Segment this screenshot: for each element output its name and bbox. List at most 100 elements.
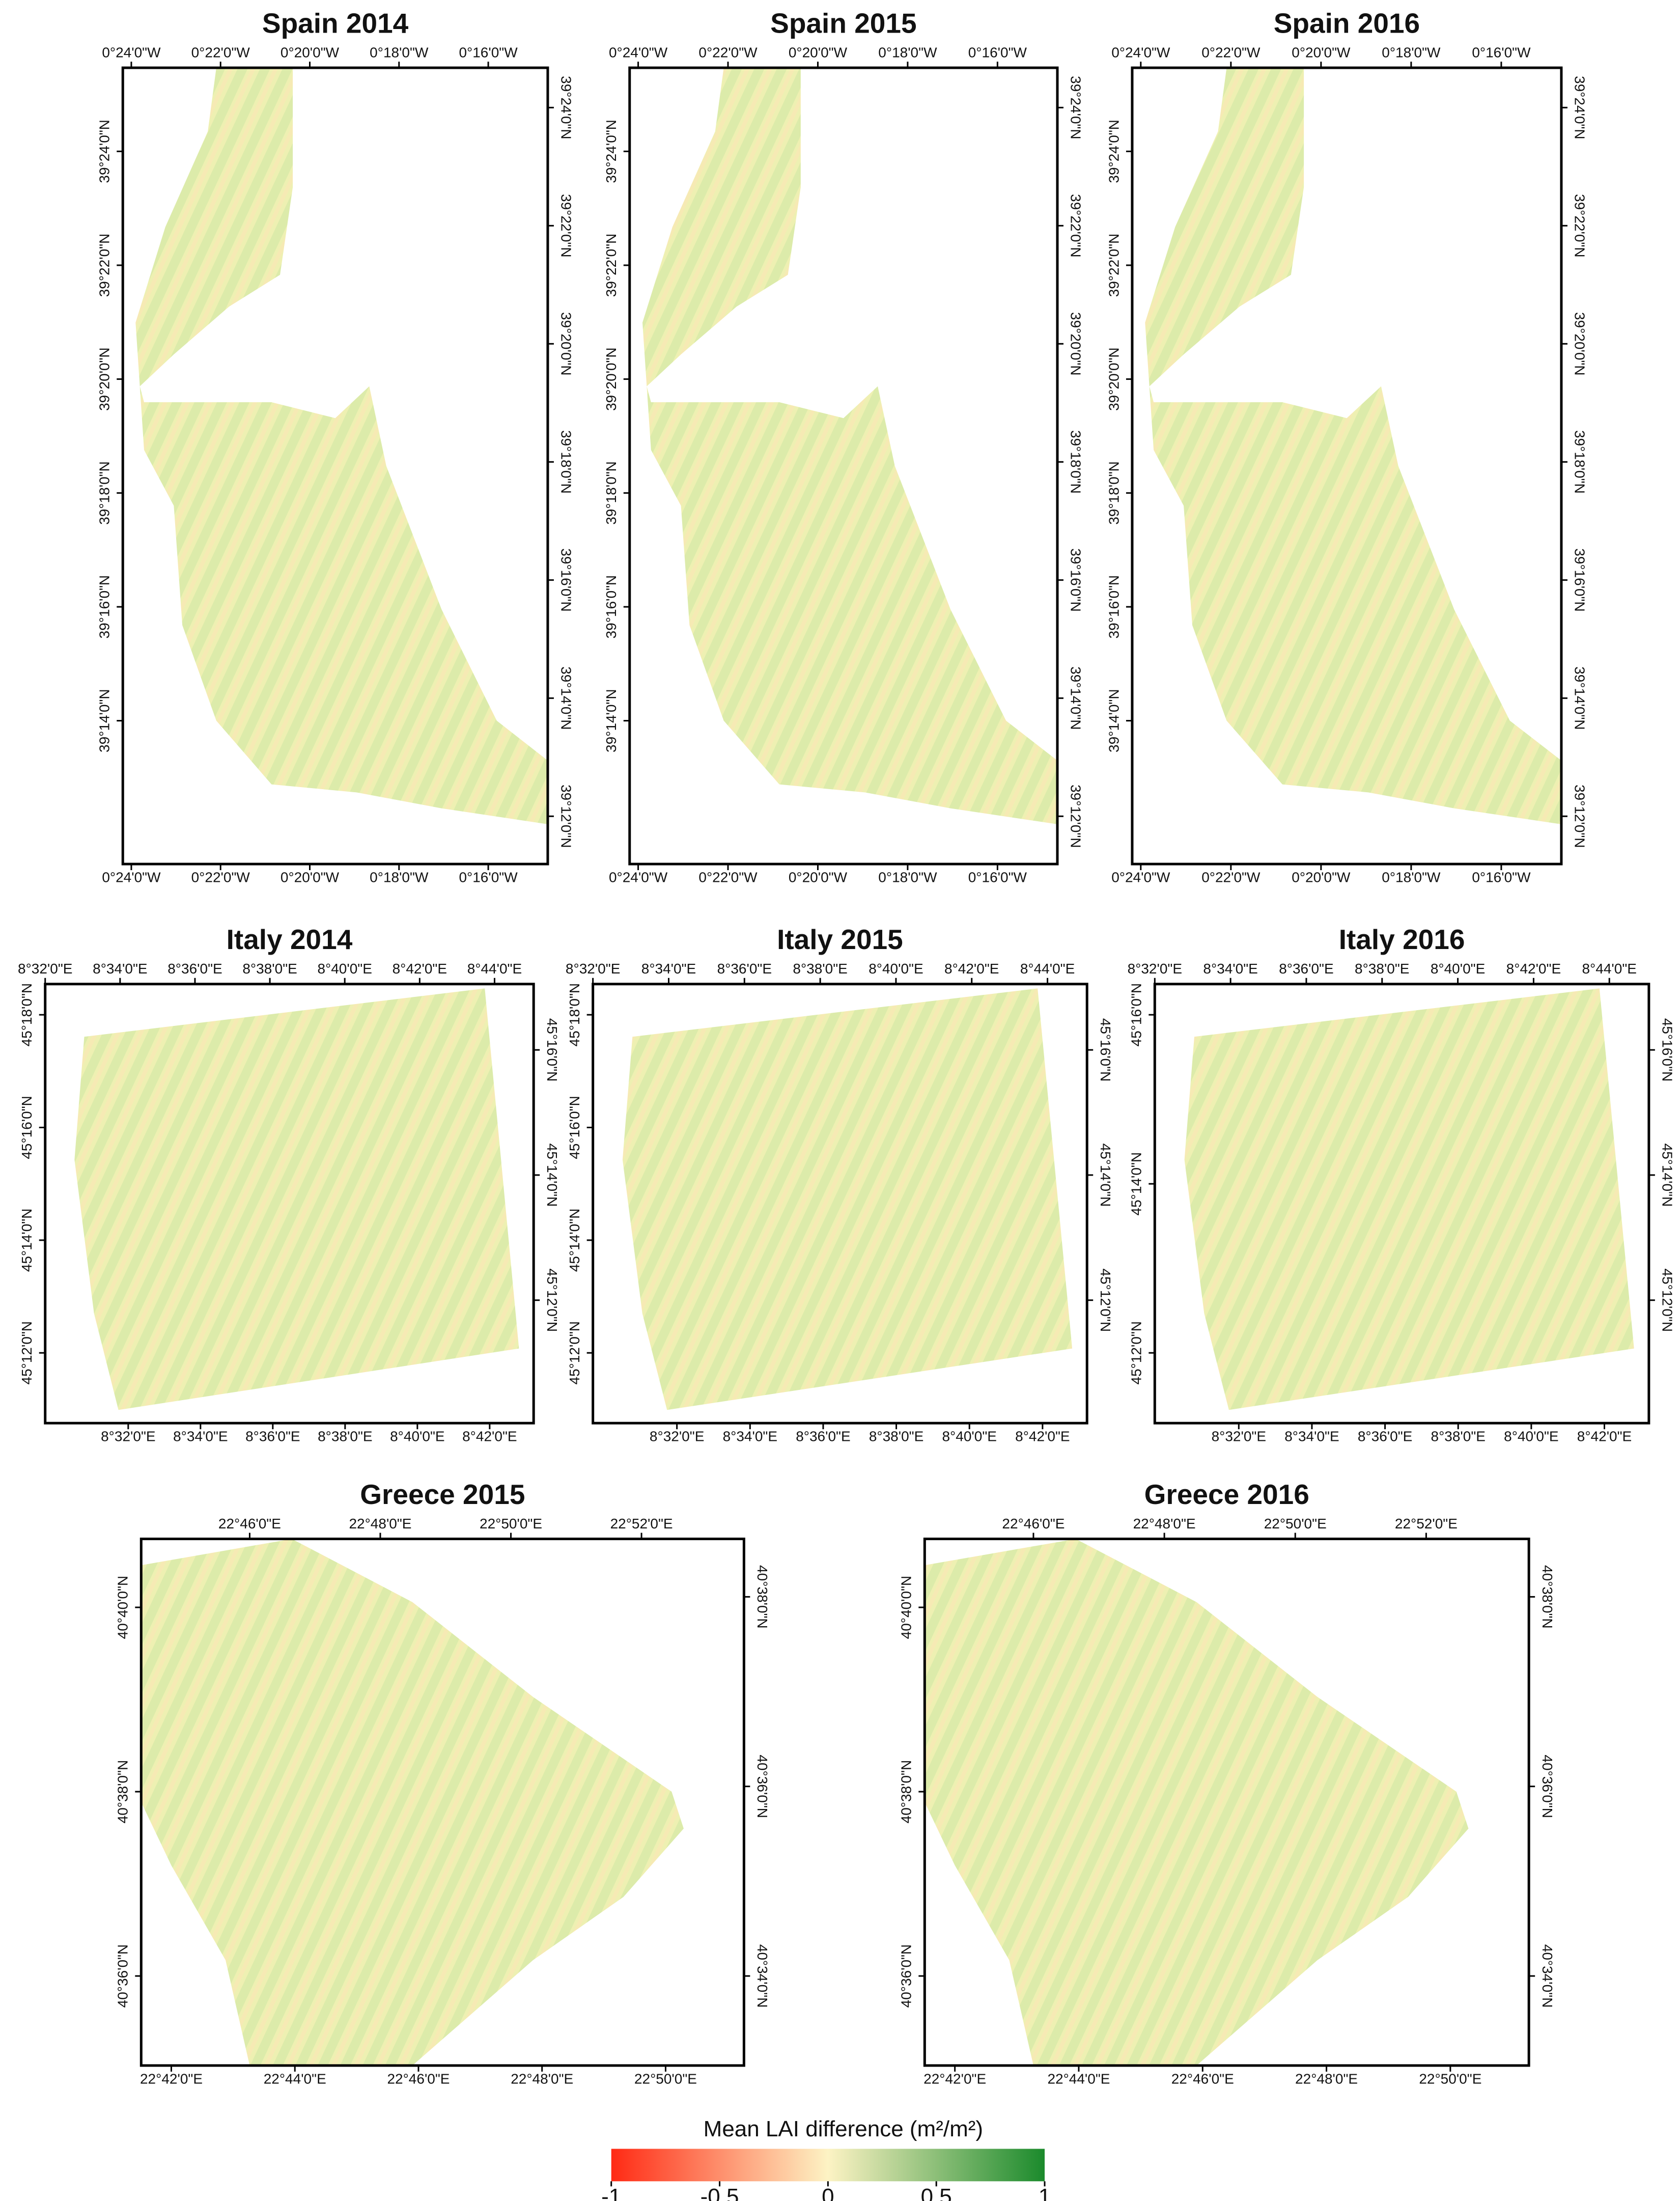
tick-label: 39°18'0"N <box>1068 430 1084 494</box>
tick-label: 8°38'0"E <box>242 961 297 977</box>
tick-label: 0°20'0"W <box>789 44 848 60</box>
tick-label: 8°44'0"E <box>467 961 522 977</box>
tick-label: 40°38'0"N <box>899 1760 914 1824</box>
tick-label: 0°24'0"W <box>1111 44 1170 60</box>
tick-label: 0°24'0"W <box>1111 869 1170 885</box>
tick-label: 39°12'0"N <box>1068 785 1084 848</box>
tick-label: 40°38'0"N <box>1539 1565 1555 1629</box>
tick-label: 22°42'0"E <box>140 2071 203 2086</box>
tick-label: 8°40'0"E <box>869 961 923 977</box>
map-area <box>141 1539 684 2066</box>
tick-label: 0°22'0"W <box>698 44 758 60</box>
tick-label: 39°16'0"N <box>558 548 574 612</box>
tick-label: 39°18'0"N <box>603 461 619 525</box>
tick-label: 39°24'0"N <box>558 76 574 140</box>
tick-label: 40°36'0"N <box>115 1944 131 2008</box>
map-frame <box>628 66 1059 866</box>
colorbar-tick-label: 0.5 <box>921 2184 952 2201</box>
tick-label: 8°42'0"E <box>1015 1429 1070 1444</box>
map-panel: Spain 2014 0°24'0"W 0°22'0"W 0°20'0"W 0°18'0… <box>97 7 574 885</box>
tick-label: 45°16'0"N <box>1129 983 1144 1047</box>
tick-label: 22°48'0"E <box>349 1516 411 1531</box>
panel-title: Italy 2016 <box>1339 924 1465 955</box>
tick-label: 8°34'0"E <box>1203 961 1257 977</box>
tick-label: 22°46'0"E <box>1171 2071 1234 2086</box>
map-frame <box>923 1538 1530 2067</box>
colorbar-tick-label: 0 <box>822 2184 834 2201</box>
map-area <box>1145 68 1561 824</box>
tick-label: 39°24'0"N <box>1572 76 1588 140</box>
tick-label: 8°34'0"E <box>723 1429 777 1444</box>
tick-label: 8°36'0"E <box>796 1429 850 1444</box>
map-panel: Spain 2015 0°24'0"W 0°22'0"W 0°20'0"W 0°18'0… <box>603 7 1083 885</box>
map-area <box>925 1539 1469 2066</box>
tick-label: 0°22'0"W <box>191 869 250 885</box>
tick-label: 8°34'0"E <box>173 1429 228 1444</box>
tick-label: 45°14'0"N <box>544 1144 560 1207</box>
tick-label: 45°16'0"N <box>1659 1018 1675 1082</box>
tick-label: 39°20'0"N <box>1572 312 1588 376</box>
tick-label: 39°22'0"N <box>1106 234 1122 297</box>
tick-label: 8°42'0"E <box>462 1429 517 1444</box>
tick-label: 8°40'0"E <box>390 1429 444 1444</box>
map-panel: Italy 2016 8°32'0"E 8°34'0"E 8°36'0"E 8°38'0… <box>1128 924 1675 1444</box>
tick-label: 0°18'0"W <box>370 44 429 60</box>
tick-label: 8°32'0"E <box>101 1429 155 1444</box>
tick-label: 8°32'0"E <box>18 961 72 977</box>
tick-label: 39°16'0"N <box>603 575 619 639</box>
tick-label: 0°16'0"W <box>459 44 518 60</box>
tick-label: 39°24'0"N <box>97 120 113 183</box>
tick-label: 45°16'0"N <box>567 1096 582 1159</box>
tick-label: 39°14'0"N <box>1572 666 1588 730</box>
legend-title: Mean LAI difference (m²/m²) <box>704 2116 983 2141</box>
tick-label: 39°14'0"N <box>558 666 574 730</box>
tick-label: 8°42'0"E <box>393 961 447 977</box>
colorbar-tick-label: -1 <box>601 2184 621 2201</box>
map-frame <box>121 66 549 866</box>
tick-label: 45°12'0"N <box>544 1268 560 1332</box>
tick-label: 22°46'0"E <box>218 1516 281 1531</box>
tick-label: 0°18'0"W <box>1382 869 1441 885</box>
tick-label: 0°20'0"W <box>1292 869 1351 885</box>
tick-label: 0°16'0"W <box>968 869 1027 885</box>
tick-label: 22°44'0"E <box>264 2071 326 2086</box>
map-frame <box>1131 66 1563 866</box>
tick-label: 22°46'0"E <box>1002 1516 1065 1531</box>
tick-label: 0°24'0"W <box>609 869 668 885</box>
map-area <box>642 68 1057 824</box>
tick-label: 45°14'0"N <box>19 1209 35 1272</box>
tick-label: 45°14'0"N <box>567 1209 582 1272</box>
tick-label: 0°16'0"W <box>1472 44 1531 60</box>
tick-label: 0°16'0"W <box>968 44 1027 60</box>
tick-label: 39°14'0"N <box>1068 666 1084 730</box>
tick-label: 22°48'0"E <box>511 2071 573 2086</box>
tick-label: 39°22'0"N <box>603 234 619 297</box>
tick-label: 8°36'0"E <box>717 961 772 977</box>
panel-title: Italy 2014 <box>227 924 353 955</box>
panel-title: Greece 2015 <box>360 1479 525 1510</box>
tick-label: 39°18'0"N <box>1106 461 1122 525</box>
tick-label: 40°34'0"N <box>754 1944 770 2008</box>
tick-label: 22°50'0"E <box>480 1516 542 1531</box>
tick-label: 0°22'0"W <box>1201 44 1261 60</box>
map-area <box>1184 988 1634 1410</box>
tick-label: 8°34'0"E <box>641 961 696 977</box>
tick-label: 8°40'0"E <box>317 961 372 977</box>
tick-label: 0°24'0"W <box>102 44 161 60</box>
tick-label: 8°38'0"E <box>318 1429 372 1444</box>
tick-label: 39°16'0"N <box>1068 548 1084 612</box>
tick-label: 40°38'0"N <box>115 1760 131 1824</box>
tick-label: 39°24'0"N <box>1068 76 1084 140</box>
tick-label: 8°32'0"E <box>1128 961 1182 977</box>
tick-label: 8°42'0"E <box>1577 1429 1632 1444</box>
map-frame <box>44 983 535 1425</box>
map-area <box>135 68 548 824</box>
tick-label: 45°16'0"N <box>1098 1018 1113 1082</box>
tick-label: 8°40'0"E <box>1431 961 1485 977</box>
tick-label: 39°20'0"N <box>603 347 619 411</box>
map-area <box>74 988 519 1410</box>
tick-label: 39°12'0"N <box>1572 785 1588 848</box>
map-panel: Italy 2014 8°32'0"E 8°34'0"E 8°36'0"E 8°38'0… <box>18 924 560 1444</box>
